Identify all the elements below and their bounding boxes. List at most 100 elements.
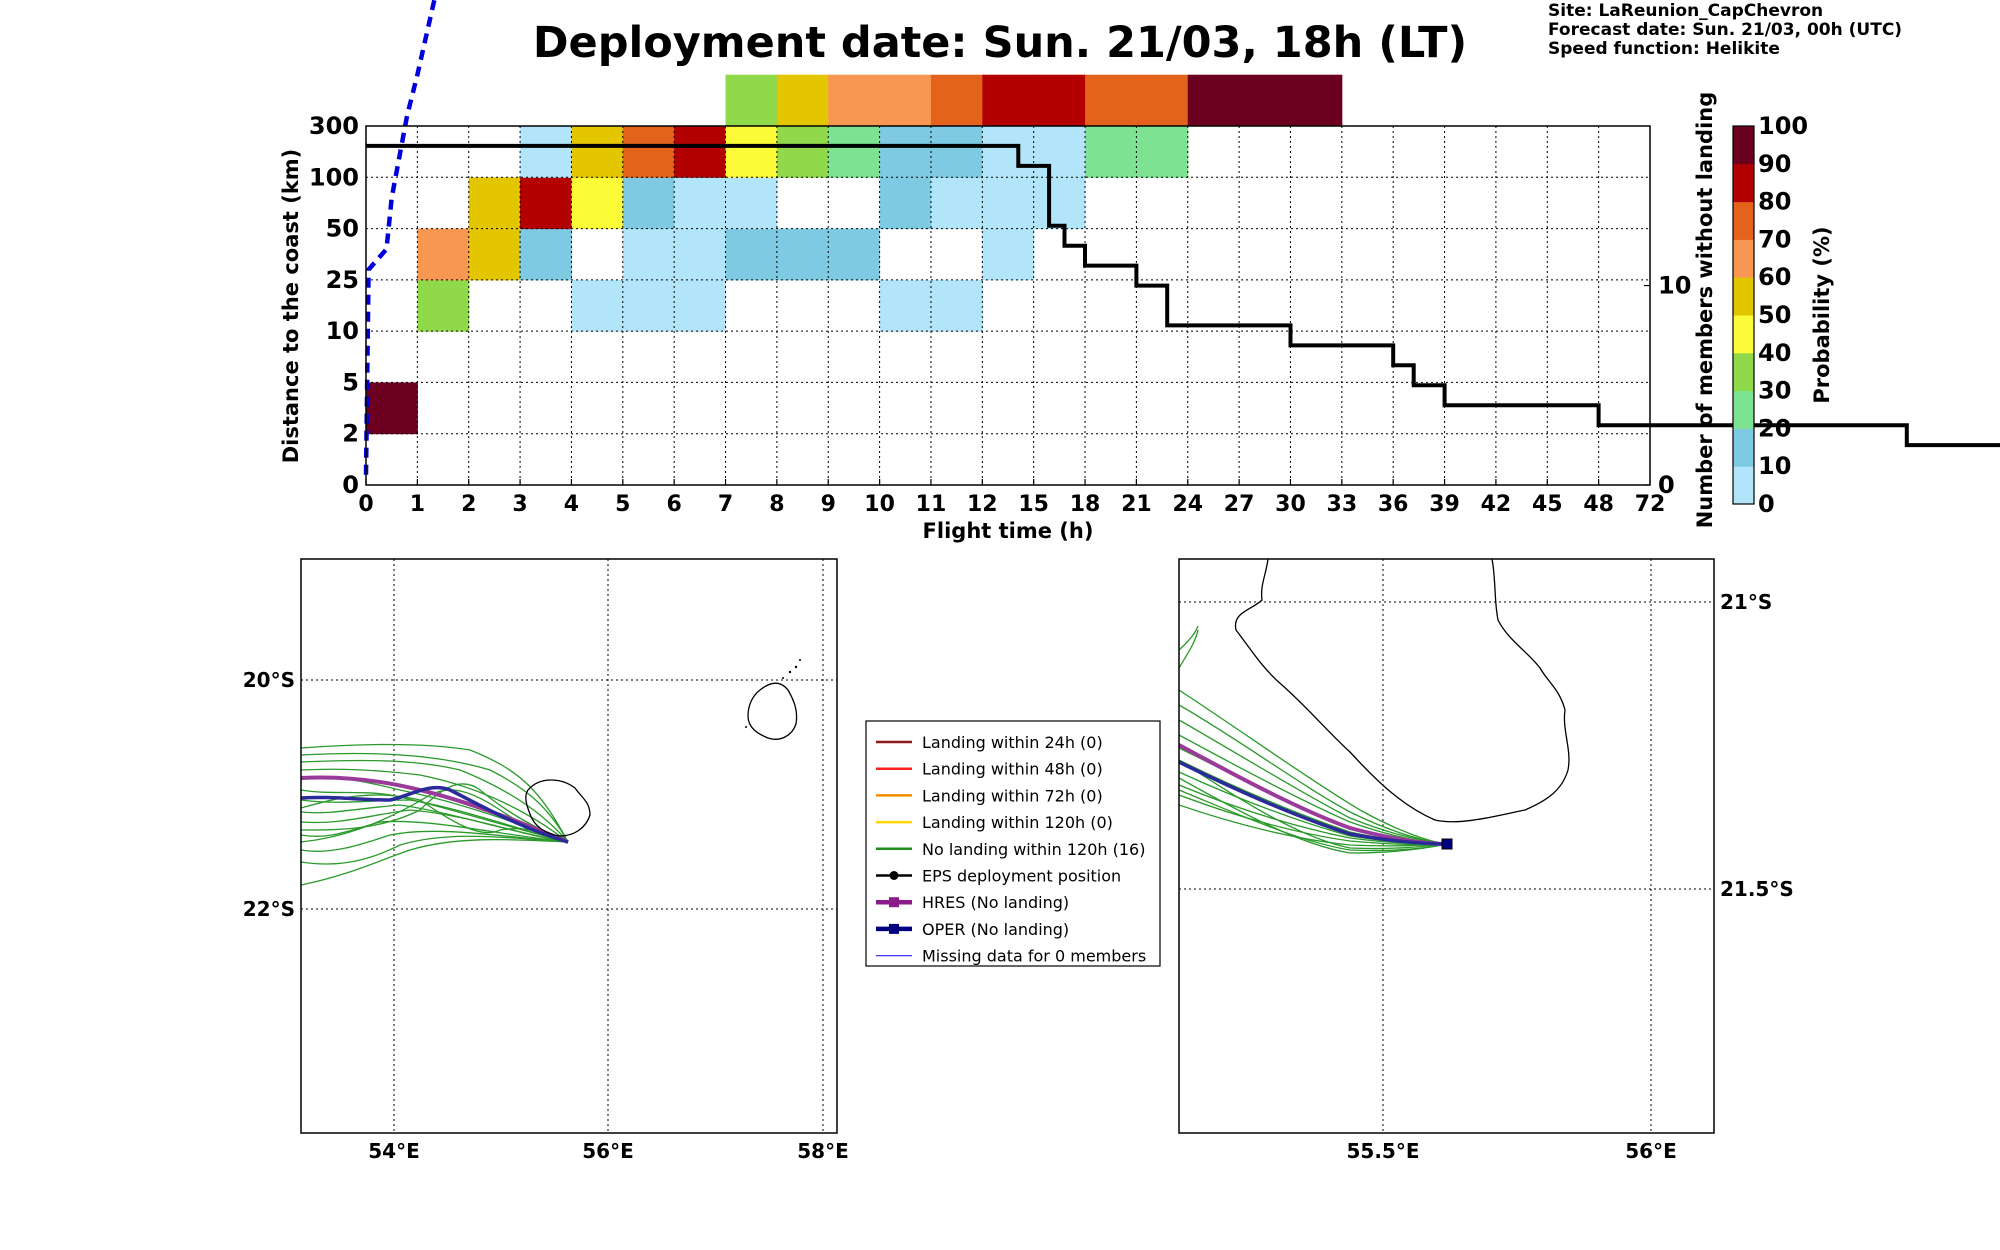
colorbar-tick-label: 50 xyxy=(1758,301,1791,329)
x-tick-label: 72 xyxy=(1635,492,1666,517)
heatmap-cell xyxy=(520,177,572,230)
page-title: Deployment date: Sun. 21/03, 18h (LT) xyxy=(532,18,1468,68)
y-tick-label: 5 xyxy=(342,368,359,396)
heatmap-cell xyxy=(930,177,983,230)
heatmap-cell xyxy=(366,382,418,435)
colorbar-tick-label: 80 xyxy=(1758,188,1791,216)
heatmap-cell xyxy=(1136,74,1189,127)
y-tick-label: 10 xyxy=(326,317,359,345)
colorbar-tick-label: 90 xyxy=(1758,150,1791,178)
heatmap-cell xyxy=(1290,74,1343,127)
x-tick-label: 33 xyxy=(1327,492,1358,517)
heatmap-cell xyxy=(828,126,881,178)
right-map-lat-label: 21°S xyxy=(1720,590,1772,614)
heatmap-cell xyxy=(725,228,778,281)
legend-label: Missing data for 0 members xyxy=(922,947,1146,966)
colorbar-tick-label: 30 xyxy=(1758,377,1791,405)
x-tick-label: 1 xyxy=(410,492,425,517)
legend-label: Landing within 120h (0) xyxy=(922,813,1113,832)
right-map-lon-label: 55.5°E xyxy=(1346,1139,1419,1163)
heatmap-cell xyxy=(930,126,983,178)
heatmap-cell xyxy=(1085,126,1137,178)
y2-tick-label: 0 xyxy=(1658,471,1675,499)
x-tick-labels: 0 1 2 3 4 5 6 7 8 9 10 11 12 15 18 21 24 27 30 33 36 39 42 45 48… xyxy=(358,479,1665,517)
site-label: Site: LaReunion_CapChevron xyxy=(1548,1,1824,21)
legend-label: No landing within 120h (16) xyxy=(922,840,1145,859)
heatmap-cell xyxy=(622,279,675,332)
left-map-lon-label: 58°E xyxy=(797,1139,849,1163)
y-tick-label: 50 xyxy=(326,215,359,243)
colorbar-segment xyxy=(1733,315,1754,354)
x-tick-label: 6 xyxy=(667,492,682,517)
colorbar-segment xyxy=(1733,239,1754,278)
x-tick-label: 42 xyxy=(1481,492,1512,517)
heatmap-cell xyxy=(571,126,624,178)
left-map-frame xyxy=(300,558,838,1134)
heatmap-cell xyxy=(930,279,983,332)
heatmap-cell xyxy=(1187,74,1240,127)
legend-swatch-marker xyxy=(889,871,899,880)
islet-dots xyxy=(745,659,801,728)
heatmap-grid xyxy=(366,126,1650,485)
heatmap-cell xyxy=(1136,126,1189,178)
colorbar-tick-label: 40 xyxy=(1758,339,1791,367)
colorbar-tick-label: 70 xyxy=(1758,225,1791,253)
x-axis-label: Flight time (h) xyxy=(923,519,1094,543)
x-tick-label: 15 xyxy=(1018,492,1049,517)
x-tick-label: 48 xyxy=(1583,492,1614,517)
heatmap-cell xyxy=(520,228,572,281)
colorbar-tick-label: 0 xyxy=(1758,490,1775,518)
speed-function-label: Speed function: Helikite xyxy=(1548,39,1780,59)
y-tick-label: 0 xyxy=(342,471,359,499)
x-tick-label: 24 xyxy=(1172,492,1203,517)
reunion-island-outline xyxy=(525,779,591,837)
heatmap-cell xyxy=(1033,126,1086,178)
heatmap-cell xyxy=(725,74,778,127)
heatmap-cell xyxy=(674,126,727,178)
x-tick-label: 7 xyxy=(718,492,733,517)
legend-label: HRES (No landing) xyxy=(922,893,1069,912)
heatmap-cell xyxy=(828,228,881,281)
colorbar-tick-label: 10 xyxy=(1758,452,1791,480)
legend-item: Missing data for 0 members xyxy=(876,947,1146,966)
heatmap-cell xyxy=(725,177,778,230)
legend-items: Landing within 24h (0) Landing within 48h… xyxy=(876,733,1146,966)
legend-label: Landing within 24h (0) xyxy=(922,733,1103,752)
colorbar-segment xyxy=(1733,390,1754,429)
colorbar-segment xyxy=(1733,201,1754,240)
heatmap-cell xyxy=(622,177,675,230)
heatmap-lines xyxy=(363,0,2000,475)
colorbar-segment xyxy=(1733,126,1754,165)
y2-tick-labels: 0 10 xyxy=(1644,272,1691,499)
left-map-lon-label: 54°E xyxy=(368,1139,420,1163)
heatmap-cell xyxy=(879,126,932,178)
left-map: 54°E 56°E 58°E 20°S 22°S xyxy=(243,558,849,1163)
y-tick-label: 100 xyxy=(309,163,359,191)
colorbar-tick-label: 20 xyxy=(1758,414,1791,442)
right-map-ensemble-trajectories xyxy=(1179,625,1448,854)
legend-item: No landing within 120h (16) xyxy=(876,840,1145,859)
legend-swatch-marker xyxy=(889,923,899,934)
x-tick-label: 5 xyxy=(615,492,630,517)
heatmap-cell xyxy=(1239,74,1291,127)
heatmap-cell xyxy=(982,228,1035,281)
x-tick-label: 12 xyxy=(967,492,998,517)
y2-tick-label: 10 xyxy=(1658,272,1691,300)
colorbar-tick-labels: 0 10 20 30 40 50 60 70 80 90 100 xyxy=(1758,112,1808,518)
heatmap-cell xyxy=(725,126,778,178)
legend-frame xyxy=(865,720,1161,967)
heatmap-frame xyxy=(365,125,1651,486)
heatmap-cell xyxy=(879,279,932,332)
legend-swatch-marker xyxy=(889,897,899,908)
x-tick-label: 0 xyxy=(358,492,373,517)
x-tick-label: 30 xyxy=(1275,492,1306,517)
left-map-lat-label: 22°S xyxy=(243,897,295,921)
median-distance-line xyxy=(363,0,437,475)
legend-item: Landing within 24h (0) xyxy=(876,733,1103,752)
left-map-lon-label: 56°E xyxy=(582,1139,634,1163)
heatmap-cell xyxy=(982,126,1035,178)
heatmap-cell xyxy=(468,228,521,281)
legend: Landing within 24h (0) Landing within 48h… xyxy=(865,720,1161,967)
heatmap-cell xyxy=(776,74,829,127)
